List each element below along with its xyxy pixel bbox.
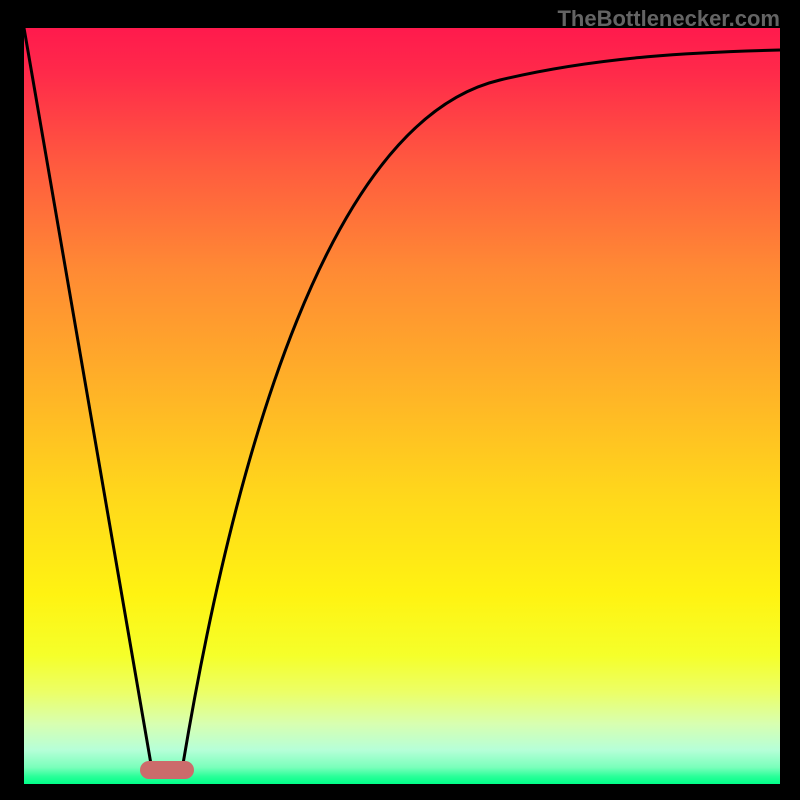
plot-area <box>24 28 780 784</box>
chart-container: TheBottlenecker.com <box>0 0 800 800</box>
watermark-text: TheBottlenecker.com <box>557 6 780 32</box>
left-curve <box>24 28 152 770</box>
right-curve <box>182 50 780 770</box>
bottleneck-marker <box>140 761 194 779</box>
curve-layer <box>0 0 800 800</box>
